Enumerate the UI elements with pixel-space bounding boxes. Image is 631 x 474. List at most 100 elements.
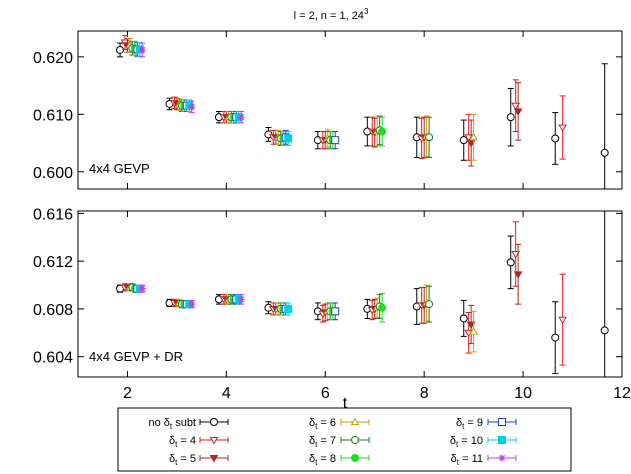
- plot-frame: [77, 210, 623, 378]
- data-point: [511, 102, 521, 111]
- data-point: [138, 285, 146, 293]
- chart-title: l = 2, n = 1, 243: [294, 7, 369, 22]
- chart-title-sup: 3: [364, 7, 369, 16]
- data-point: [466, 321, 476, 329]
- legend-marker: [498, 436, 506, 444]
- data-point: [138, 46, 146, 54]
- data-points: [116, 211, 609, 377]
- data-point: [513, 108, 523, 116]
- data-point: [284, 304, 293, 313]
- legend-label-main: δ: [451, 453, 457, 465]
- data-point: [469, 327, 479, 335]
- x-tick-label: 10: [514, 385, 532, 402]
- legend-entry: δt = 6: [309, 417, 370, 431]
- legend-label: δt = 10: [450, 435, 483, 449]
- legend-label-sub: t: [175, 458, 178, 467]
- data-point: [188, 103, 196, 111]
- data-point: [551, 134, 560, 143]
- data-point: [425, 133, 434, 142]
- legend-label-sub: t: [315, 422, 318, 431]
- legend-label: δt = 8: [309, 453, 336, 467]
- data-point: [237, 113, 245, 121]
- data-point: [459, 314, 468, 323]
- legend-label: δt = 11: [451, 453, 483, 467]
- legend-label-main: δ: [309, 417, 315, 429]
- legend-entry: δt = 11: [451, 453, 517, 467]
- legend-label-suffix: = 5: [177, 453, 196, 465]
- legend-label-suffix: = 7: [317, 435, 336, 447]
- y-tick-label: 0.616: [33, 206, 73, 223]
- x-tick-label: 2: [123, 385, 132, 402]
- y-tick-label: 0.604: [33, 350, 73, 367]
- legend-label-sub: t: [175, 440, 178, 449]
- legend-label: δt = 5: [169, 453, 196, 467]
- legend-marker: [351, 454, 359, 462]
- legend-entry: δt = 9: [456, 417, 517, 431]
- legend-label: δt = 4: [169, 435, 196, 449]
- legend-label: δt = 7: [309, 435, 336, 449]
- data-point: [469, 132, 479, 141]
- legend-label: no δt subt: [148, 417, 196, 431]
- y-tick-label: 0.610: [33, 107, 73, 124]
- data-point: [237, 295, 245, 303]
- x-tick-label: 6: [321, 385, 330, 402]
- legend-label-suffix: = 9: [464, 417, 483, 429]
- data-point: [506, 113, 515, 122]
- legend-label-sub: t: [315, 440, 318, 449]
- data-point: [551, 333, 560, 342]
- legend-entry: δt = 10: [450, 435, 517, 449]
- legend-label-main: δ: [169, 453, 175, 465]
- data-point: [188, 300, 196, 308]
- legend-entry: δt = 5: [169, 453, 229, 467]
- legend-label-main: δ: [169, 435, 175, 447]
- data-point: [558, 124, 568, 133]
- y-tick-label: 0.620: [33, 50, 73, 67]
- legend-entry: δt = 4: [169, 435, 229, 449]
- legend-entry: δt = 7: [309, 435, 370, 449]
- legend-label-main: δ: [450, 435, 456, 447]
- y-tick-label: 0.608: [33, 302, 73, 319]
- legend-label-sub: t: [462, 422, 465, 431]
- legend-marker: [498, 418, 506, 426]
- x-tick-label: 12: [613, 385, 631, 402]
- data-point: [506, 258, 515, 267]
- x-axis-label: t: [343, 395, 348, 412]
- data-point: [511, 251, 521, 259]
- data-point: [558, 316, 568, 325]
- legend-label-suffix: = 11: [459, 453, 483, 465]
- data-point: [464, 134, 474, 142]
- legend-entry: no δt subt: [148, 417, 229, 431]
- data-point: [466, 140, 476, 148]
- legend-marker: [209, 437, 219, 445]
- panel-label-bottom: 4x4 GEVP + DR: [89, 349, 183, 364]
- legend-label-sub: t: [456, 440, 459, 449]
- legend-marker: [498, 454, 506, 462]
- data-point: [513, 271, 523, 279]
- legend-entry: δt = 8: [309, 453, 370, 467]
- data-point: [284, 134, 293, 143]
- legend-label-sub: t: [315, 458, 318, 467]
- bottom-panel: 0.604 0.608 0.612 0.616 2 4 6 8 10 12: [33, 206, 631, 402]
- data-point: [116, 45, 125, 54]
- legend-label-suffix: = 6: [317, 417, 336, 429]
- legend-marker: [350, 417, 360, 425]
- chart-title-main: l = 2, n = 1, 24: [294, 10, 364, 22]
- legend-label-suffix: subt: [172, 417, 196, 429]
- x-tick-label: 4: [222, 385, 231, 402]
- data-point: [459, 136, 468, 145]
- legend-label-suffix: = 8: [317, 453, 336, 465]
- data-point: [600, 326, 609, 335]
- data-point: [600, 148, 609, 157]
- data-point: [378, 303, 387, 312]
- legend-label-main: δ: [309, 435, 315, 447]
- top-panel: 0.600 0.610 0.620: [33, 30, 623, 190]
- legend-marker: [210, 418, 218, 426]
- x-tick-label: 8: [420, 385, 429, 402]
- data-point: [331, 307, 340, 316]
- y-tick-label: 0.612: [33, 254, 73, 271]
- legend-label-sub: t: [170, 422, 173, 431]
- legend-label-main: δ: [456, 417, 462, 429]
- legend-label-suffix: = 10: [458, 435, 483, 447]
